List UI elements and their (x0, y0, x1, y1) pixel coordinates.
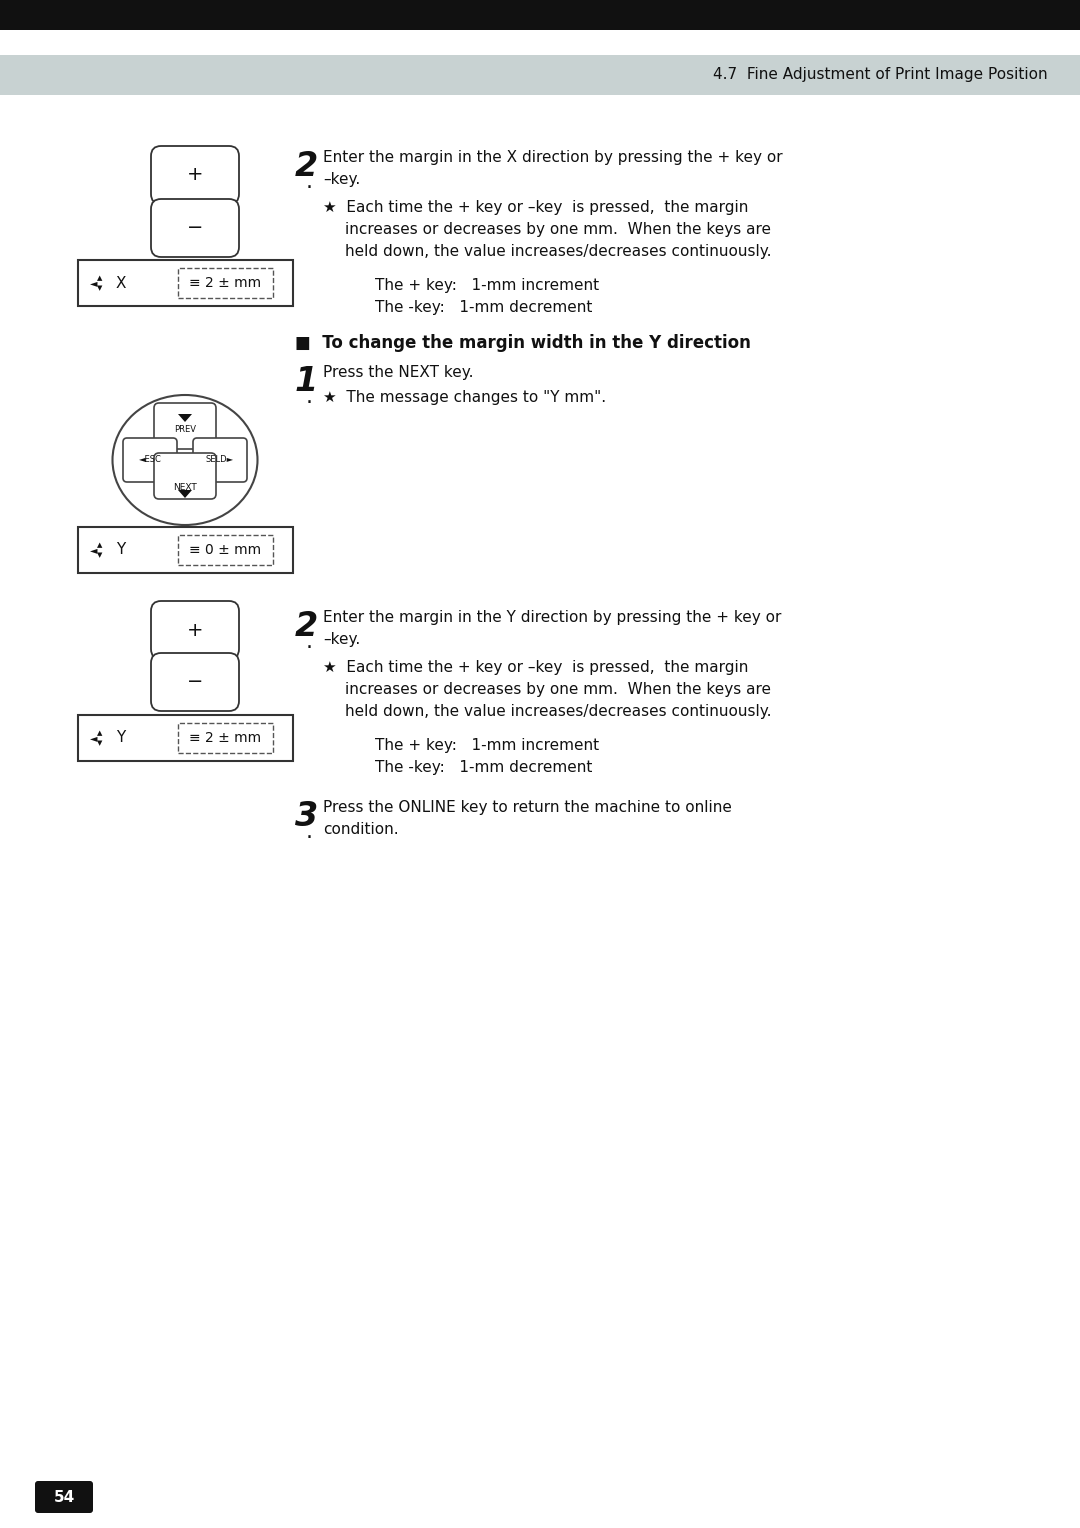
Text: .: . (306, 822, 312, 842)
Text: ≡ 0 ± mm: ≡ 0 ± mm (189, 542, 261, 558)
Text: ■  To change the margin width in the Y direction: ■ To change the margin width in the Y di… (295, 335, 751, 351)
Bar (0, 55, 1080, 95)
Text: 4.7  Fine Adjustment of Print Image Position: 4.7 Fine Adjustment of Print Image Posit… (714, 67, 1048, 83)
Bar (0, 0, 1080, 31)
Text: Enter the margin in the Y direction by pressing the + key or: Enter the margin in the Y direction by p… (323, 610, 781, 625)
Text: ▲: ▲ (97, 730, 103, 736)
Bar (178, 723, 273, 753)
Text: 2: 2 (295, 150, 319, 183)
Text: .: . (306, 173, 312, 193)
Text: ◄: ◄ (90, 733, 97, 743)
Text: 2: 2 (295, 610, 319, 643)
FancyBboxPatch shape (151, 147, 239, 205)
Text: ▲: ▲ (97, 542, 103, 549)
Text: condition.: condition. (323, 822, 399, 837)
FancyBboxPatch shape (193, 439, 247, 481)
Polygon shape (178, 490, 192, 498)
FancyBboxPatch shape (35, 1481, 93, 1513)
Text: Press the ONLINE key to return the machine to online: Press the ONLINE key to return the machi… (323, 801, 732, 814)
FancyBboxPatch shape (154, 452, 216, 500)
FancyBboxPatch shape (151, 601, 239, 659)
Text: The -key:   1-mm decrement: The -key: 1-mm decrement (375, 759, 592, 775)
Text: ▼: ▼ (97, 286, 103, 290)
Text: ★  Each time the + key or –key  is pressed,  the margin: ★ Each time the + key or –key is pressed… (323, 660, 748, 675)
Bar (78, 260, 293, 306)
Text: ◄: ◄ (90, 545, 97, 555)
Bar (178, 535, 273, 565)
Text: 1: 1 (295, 365, 319, 397)
Polygon shape (178, 414, 192, 422)
Text: .: . (306, 633, 312, 652)
Bar (78, 527, 293, 573)
Text: held down, the value increases/decreases continuously.: held down, the value increases/decreases… (345, 704, 771, 720)
Text: PREV: PREV (174, 425, 195, 434)
Bar (78, 715, 293, 761)
Text: –key.: –key. (323, 173, 361, 186)
Text: ▼: ▼ (97, 740, 103, 746)
Text: ★  The message changes to "Y mm".: ★ The message changes to "Y mm". (323, 390, 606, 405)
Text: increases or decreases by one mm.  When the keys are: increases or decreases by one mm. When t… (345, 222, 771, 237)
Text: ≡ 2 ± mm: ≡ 2 ± mm (189, 730, 261, 746)
Text: +: + (187, 165, 203, 185)
Text: SELD►: SELD► (206, 455, 234, 465)
Text: Press the NEXT key.: Press the NEXT key. (323, 365, 473, 380)
Text: −: − (187, 672, 203, 692)
Text: The + key:   1-mm increment: The + key: 1-mm increment (375, 278, 599, 293)
FancyBboxPatch shape (151, 199, 239, 257)
Text: ▼: ▼ (97, 552, 103, 558)
Text: ★  Each time the + key or –key  is pressed,  the margin: ★ Each time the + key or –key is pressed… (323, 200, 748, 215)
Bar (178, 267, 273, 298)
Text: Y: Y (116, 542, 125, 558)
Text: .: . (306, 387, 312, 406)
Text: 54: 54 (53, 1490, 75, 1505)
Text: –key.: –key. (323, 633, 361, 646)
Text: 3: 3 (295, 801, 319, 833)
Text: NEXT: NEXT (173, 483, 197, 492)
Text: The + key:   1-mm increment: The + key: 1-mm increment (375, 738, 599, 753)
Text: X: X (116, 275, 126, 290)
Text: ≡ 2 ± mm: ≡ 2 ± mm (189, 277, 261, 290)
Text: Y: Y (116, 730, 125, 746)
FancyBboxPatch shape (123, 439, 177, 481)
FancyBboxPatch shape (151, 652, 239, 711)
Text: −: − (187, 219, 203, 237)
Text: The -key:   1-mm decrement: The -key: 1-mm decrement (375, 299, 592, 315)
FancyBboxPatch shape (154, 403, 216, 449)
Text: held down, the value increases/decreases continuously.: held down, the value increases/decreases… (345, 244, 771, 260)
Text: Enter the margin in the X direction by pressing the + key or: Enter the margin in the X direction by p… (323, 150, 783, 165)
Text: increases or decreases by one mm.  When the keys are: increases or decreases by one mm. When t… (345, 681, 771, 697)
Ellipse shape (112, 396, 257, 526)
Text: ◄: ◄ (90, 278, 97, 287)
Text: ▲: ▲ (97, 275, 103, 281)
Text: +: + (187, 620, 203, 640)
Text: ◄ESC: ◄ESC (138, 455, 161, 465)
